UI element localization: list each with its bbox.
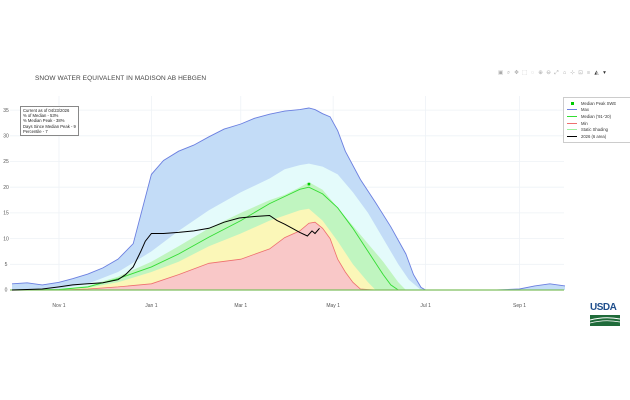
usda-logo: USDA — [589, 303, 622, 331]
y-tick-label: 25 — [3, 159, 9, 165]
x-tick-label: Sep 1 — [513, 303, 526, 309]
zoom-out-icon[interactable]: ⊖ — [546, 70, 551, 76]
line-swatch-icon — [567, 135, 577, 138]
line-swatch-icon — [567, 129, 577, 131]
hover-compare-icon[interactable]: ≡ — [586, 70, 591, 76]
band-min — [12, 222, 376, 290]
chart-legend: Median Peak SWE Max Median ('91-'20) Min Sta… — [563, 97, 630, 143]
legend-label: Median ('91-'20) — [581, 113, 611, 119]
square-marker-icon — [567, 101, 577, 105]
chart-title: SNOW WATER EQUIVALENT IN MADISON AB HEBG… — [35, 75, 207, 82]
y-tick-label: 30 — [3, 134, 9, 140]
y-tick-label: 10 — [3, 236, 9, 242]
legend-item[interactable]: Max — [567, 107, 630, 114]
box-select-icon[interactable]: ⬚ — [522, 70, 528, 76]
legend-label: Max — [581, 107, 589, 113]
infobox-line: % Median Peak - 38% — [23, 118, 65, 124]
legend-label: Median Peak SWE — [581, 100, 617, 106]
y-tick-label: 20 — [3, 185, 9, 191]
autoscale-icon[interactable]: ⤢ — [554, 70, 559, 76]
zoom-icon[interactable]: ⌕ — [506, 70, 511, 76]
camera-icon[interactable]: ▣ — [498, 70, 504, 76]
toggle-icon[interactable]: ▾ — [603, 70, 606, 76]
legend-item[interactable]: 2026 (6 area) — [567, 133, 630, 140]
plotly-modebar: ▣ ⌕ ✥ ⬚ ◌ ⊕ ⊖ ⤢ ⌂ ⊹ ⊡ ≡ ◭ ▾ — [498, 70, 607, 76]
current-year-line — [11, 214, 320, 291]
hover-closest-icon[interactable]: ⊡ — [578, 70, 583, 76]
infobox-line: % of Median - 53% — [23, 113, 59, 119]
x-tick-label: Nov 1 — [52, 303, 65, 309]
x-tick-label: Mar 1 — [234, 303, 247, 309]
plotly-logo-icon[interactable]: ◭ — [594, 70, 599, 76]
x-tick-label: May 1 — [326, 303, 340, 309]
min-line — [12, 221, 376, 291]
line-swatch-icon — [567, 115, 577, 117]
legend-item[interactable]: Median ('91-'20) — [567, 113, 630, 120]
line-swatch-icon — [567, 122, 577, 124]
y-tick-label: 35 — [3, 108, 9, 114]
legend-label: Static Shading — [581, 127, 609, 133]
infobox-line: Current as of 04/23/2026 — [23, 108, 70, 113]
reset-axes-icon[interactable]: ⌂ — [562, 70, 567, 76]
line-swatch-icon — [567, 109, 577, 111]
lasso-icon[interactable]: ◌ — [530, 70, 535, 76]
legend-label: Min — [581, 120, 588, 126]
axes: 0 5 10 15 20 25 30 35 Nov 1 Jan 1 Mar 1 May 1 Jul 1 S… — [3, 108, 526, 309]
percentile-bands — [12, 108, 565, 290]
y-tick-label: 0 — [5, 288, 8, 294]
median-line — [11, 186, 399, 291]
infobox-line: Days Since Median Peak - 9 — [23, 123, 76, 129]
legend-label: 2026 (6 area) — [581, 133, 607, 139]
zoom-in-icon[interactable]: ⊕ — [538, 70, 543, 76]
x-tick-label: Jul 1 — [420, 303, 431, 309]
median-peak-marker — [307, 182, 311, 186]
legend-item[interactable]: Median Peak SWE — [567, 100, 630, 107]
legend-item[interactable]: Static Shading — [567, 126, 630, 133]
usda-logo-swoosh-icon — [589, 315, 621, 326]
y-tick-label: 5 — [5, 262, 8, 268]
series-lines — [10, 107, 566, 291]
infobox-line: Percentile - 7 — [23, 128, 48, 134]
y-tick-label: 15 — [3, 211, 9, 217]
legend-item[interactable]: Min — [567, 120, 630, 127]
x-tick-label: Jan 1 — [145, 303, 157, 309]
current-status-infobox: Current as of 04/23/2026 % of Median - 5… — [20, 106, 79, 137]
pan-icon[interactable]: ✥ — [514, 70, 519, 76]
spike-lines-icon[interactable]: ⊹ — [570, 70, 575, 76]
